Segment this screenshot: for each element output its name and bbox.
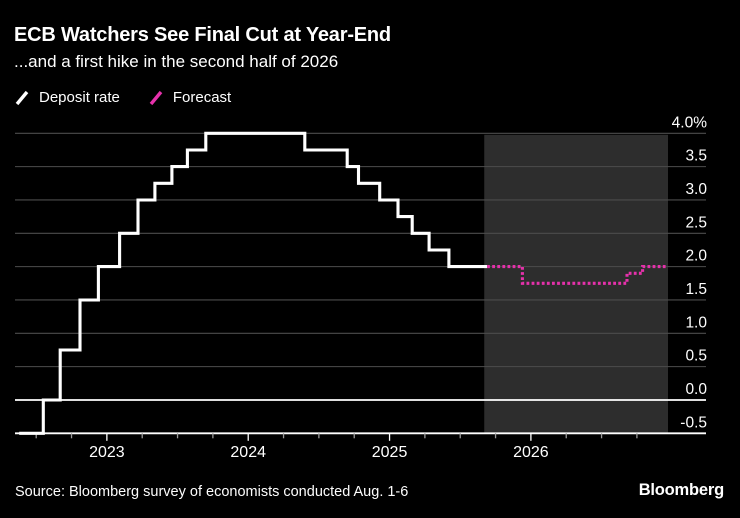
y-axis-label-3.0: 3.0 [685, 181, 707, 198]
series-forecast [487, 265, 667, 285]
legend-item-deposit-rate: Deposit rate [14, 89, 120, 106]
legend: Deposit rate Forecast [14, 89, 231, 106]
y-axis-label-2.5: 2.5 [685, 214, 707, 231]
y-axis-label-3.5: 3.5 [685, 148, 707, 165]
y-axis-label-1.5: 1.5 [685, 281, 707, 298]
forecast-slash-icon [149, 90, 163, 105]
forecast-band [484, 134, 668, 434]
legend-label-forecast: Forecast [172, 89, 232, 106]
page-title: ECB Watchers See Final Cut at Year-End [14, 24, 391, 46]
series-deposit-rate [19, 131, 488, 435]
legend-item-forecast: Forecast [148, 89, 231, 106]
page-subtitle: ...and a first hike in the second half o… [14, 52, 339, 71]
y-axis-label--0.5: -0.5 [680, 414, 707, 431]
x-axis-label-2023: 2023 [89, 444, 125, 461]
x-axis-label-2026: 2026 [513, 444, 549, 461]
source-note: Source: Bloomberg survey of economists c… [15, 484, 409, 500]
y-axis-label-2.0: 2.0 [685, 248, 707, 265]
y-axis-label-0.0: 0.0 [685, 381, 707, 398]
bloomberg-logo: Bloomberg [638, 481, 724, 499]
x-axis-label-2025: 2025 [372, 444, 408, 461]
x-axis-label-2024: 2024 [230, 444, 266, 461]
y-axis-label-0.5: 0.5 [685, 348, 707, 365]
deposit-rate-slash-icon [15, 90, 29, 105]
y-axis-label-1.0: 1.0 [685, 314, 707, 331]
y-axis-label-4.0%: 4.0% [672, 114, 708, 131]
legend-label-deposit-rate: Deposit rate [39, 89, 120, 106]
